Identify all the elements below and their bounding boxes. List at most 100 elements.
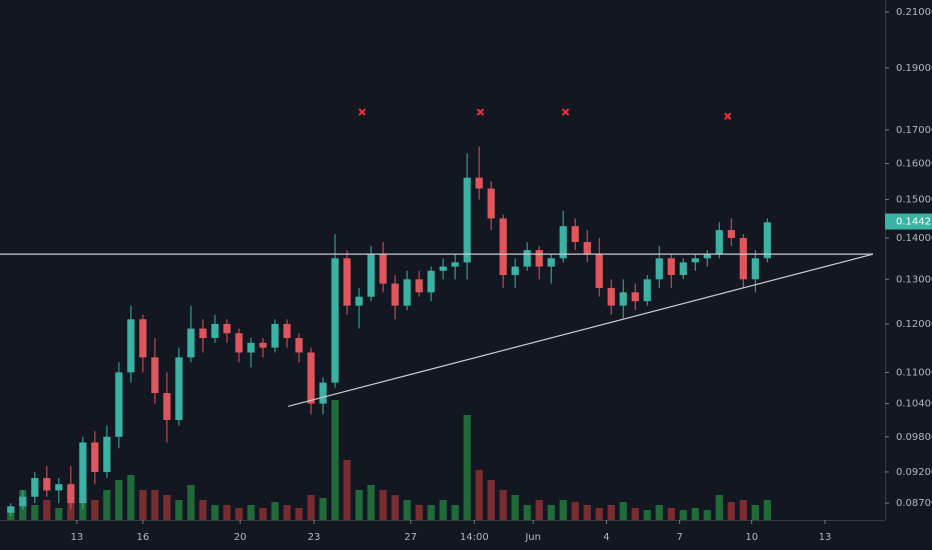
candle-body (559, 226, 567, 259)
candle-body (295, 338, 303, 353)
candle-body (187, 328, 195, 358)
x-marker (561, 108, 570, 116)
candle-body (403, 279, 411, 306)
candle-body (679, 262, 687, 276)
volume-bar (259, 508, 267, 520)
candle-body (7, 506, 15, 513)
candle-body (139, 319, 147, 358)
candle-body (247, 342, 255, 353)
volume-bar (487, 480, 495, 520)
candle-body (571, 226, 579, 243)
y-tick-label: 0.08700 (896, 498, 932, 509)
volume-bar (763, 500, 771, 520)
x-marker (476, 108, 485, 116)
candle-body (739, 238, 747, 280)
volume-bar (523, 505, 531, 520)
volume-bar (631, 508, 639, 520)
volume-bar (559, 500, 567, 520)
candle-body (175, 357, 183, 420)
volume-bar (151, 490, 159, 520)
candle-body (91, 442, 99, 472)
volume-bar (127, 475, 135, 520)
trendline (288, 253, 874, 407)
volume-bar (355, 490, 363, 520)
x-tick-label: 23 (308, 532, 321, 543)
candle-body (43, 478, 51, 491)
candle-body (103, 436, 111, 472)
volume-bar (547, 505, 555, 520)
candle-body (667, 258, 675, 276)
volume-bar (379, 490, 387, 520)
volume-bar (403, 500, 411, 520)
candle-body (619, 292, 627, 306)
volume-bar (475, 470, 483, 520)
candle-body (391, 283, 399, 306)
volume-bar (571, 502, 579, 520)
candle-body (427, 270, 435, 293)
candle-body (199, 328, 207, 339)
candle-body (691, 258, 699, 263)
last-price-label: 0.14421 (896, 216, 932, 227)
last-price-box (885, 213, 932, 230)
volume-bar (199, 500, 207, 520)
candle-body (715, 230, 723, 255)
candle-body (271, 323, 279, 348)
volume-bar (319, 498, 327, 520)
candle-body (259, 342, 267, 348)
volume-bar (175, 500, 183, 520)
x-tick-label: 7 (676, 532, 682, 543)
x-tick-label: Jun (524, 532, 541, 543)
volume-bar (607, 505, 615, 520)
candle-body (283, 323, 291, 339)
volume-bar (655, 505, 663, 520)
volume-bar (595, 508, 603, 520)
volume-bar (451, 505, 459, 520)
x-tick-label: 13 (70, 532, 83, 543)
volume-bar (751, 505, 759, 520)
candle-body (631, 292, 639, 302)
candle-body (31, 478, 39, 497)
candle-body (475, 177, 483, 189)
volume-bar (643, 510, 651, 520)
volume-bar (91, 500, 99, 520)
candle-body (331, 258, 339, 383)
volume-bar (415, 505, 423, 520)
candle-body (163, 393, 171, 420)
candle-body (451, 262, 459, 267)
candle-body (379, 254, 387, 284)
volume-bar (331, 400, 339, 520)
x-tick-label: 27 (404, 532, 417, 543)
candle-body (127, 319, 135, 373)
candle-body (727, 230, 735, 239)
volume-bar (343, 460, 351, 520)
candle-body (439, 266, 447, 271)
volume-bar (703, 510, 711, 520)
candle-body (595, 254, 603, 288)
candle-body (67, 484, 75, 504)
volume-bar (31, 505, 39, 520)
volume-bar (739, 500, 747, 520)
volume-bar (427, 505, 435, 520)
x-tick-label: 4 (603, 532, 609, 543)
volume-bar (139, 490, 147, 520)
candle-body (307, 352, 315, 404)
volume-bar (295, 508, 303, 520)
candle-body (583, 242, 591, 255)
volume-bar (583, 505, 591, 520)
volume-bar (391, 495, 399, 520)
volume-bar (187, 485, 195, 520)
candle-body (367, 254, 375, 297)
volume-bar (691, 508, 699, 520)
volume-bar (367, 485, 375, 520)
